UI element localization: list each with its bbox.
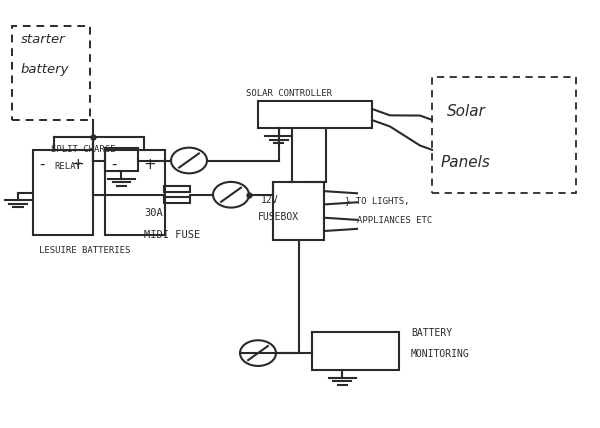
Text: -: - [39,157,45,172]
Bar [312,332,399,370]
Text: SPLIT CHARGE: SPLIT CHARGE [51,145,115,154]
Text: +: + [143,157,157,172]
Text: SOLAR CONTROLLER: SOLAR CONTROLLER [246,89,332,98]
Bar [105,150,165,235]
Text: 30A: 30A [144,208,163,218]
Bar [105,148,138,171]
Text: BATTERY: BATTERY [411,328,452,338]
Text: FUSEBOX: FUSEBOX [258,212,299,223]
Bar [12,26,90,120]
Bar [164,186,190,192]
Text: 12V: 12V [261,195,278,205]
Text: starter: starter [21,33,65,46]
Text: Panels: Panels [441,155,491,170]
Text: LESUIRE BATTERIES: LESUIRE BATTERIES [39,246,130,255]
Text: +: + [71,157,85,172]
Bar [258,101,372,128]
Text: MONITORING: MONITORING [411,348,470,359]
Text: Solar: Solar [447,104,486,119]
Text: APPLIANCES ETC: APPLIANCES ETC [357,216,432,225]
Bar [273,182,324,240]
Bar [33,150,93,235]
Text: battery: battery [21,63,70,76]
Bar [164,197,190,203]
Text: RELAY: RELAY [54,162,81,171]
Text: MIDI FUSE: MIDI FUSE [144,229,200,240]
Text: } TO LIGHTS,: } TO LIGHTS, [345,196,409,205]
Bar [432,77,576,193]
Text: -: - [111,157,117,172]
